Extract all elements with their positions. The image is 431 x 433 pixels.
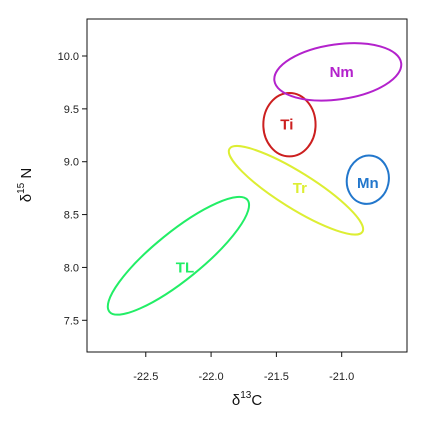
ellipse-layer: [106, 42, 403, 316]
x-tick-label: -21.0: [329, 371, 354, 383]
x-tick-label: -21.5: [264, 371, 289, 383]
y-axis-label-superscript: 15: [16, 182, 27, 194]
x-axis-label-base: δ: [232, 392, 240, 409]
x-axis-ticks: -22.5 -22.0 -21.5 -21.0: [133, 352, 354, 383]
ellipse-ti: [262, 92, 317, 158]
x-axis-label-tail: C: [251, 392, 262, 409]
plot-frame: [86, 18, 408, 353]
x-tick-label: -22.0: [199, 371, 224, 383]
y-tick-label: 8.5: [64, 210, 79, 222]
ellipse-tl: [106, 195, 251, 316]
label-layer: TL Tr Ti Nm Mn: [176, 64, 379, 277]
y-tick-label: 10.0: [58, 51, 79, 63]
y-tick-label: 8.0: [64, 262, 79, 274]
y-tick-label: 9.0: [64, 157, 79, 169]
y-tick-label: 7.5: [64, 315, 79, 327]
ellipse-tr: [227, 145, 365, 236]
ellipse-mn: [345, 154, 390, 205]
group-label-tr: Tr: [293, 180, 307, 197]
ellipse-nm: [273, 42, 403, 102]
y-axis-ticks: 7.5 8.0 8.5 9.0 9.5 10.0: [58, 51, 87, 327]
x-axis-label-superscript: 13: [240, 390, 252, 401]
y-axis-label-tail: N: [18, 168, 35, 183]
group-label-nm: Nm: [330, 64, 354, 81]
y-axis-label-base: δ: [18, 194, 35, 202]
y-axis-label: δ15 N: [16, 168, 35, 202]
x-axis-label: δ13C: [232, 390, 262, 409]
group-label-tl: TL: [176, 259, 194, 276]
y-tick-label: 9.5: [64, 104, 79, 116]
group-label-mn: Mn: [357, 175, 379, 192]
x-tick-label: -22.5: [133, 371, 158, 383]
group-label-ti: Ti: [280, 117, 293, 134]
